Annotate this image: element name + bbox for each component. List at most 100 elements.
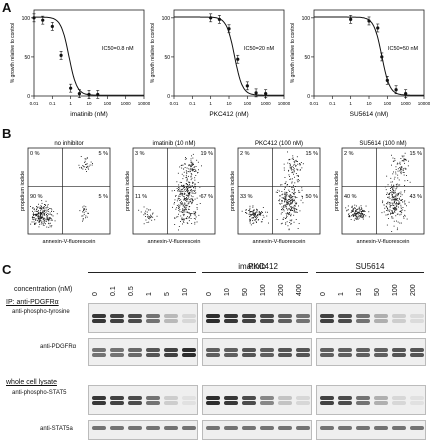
x-tick-label: 1000 <box>261 101 272 106</box>
blot-band <box>242 319 256 323</box>
blot-band <box>164 396 178 400</box>
blot-band <box>278 319 292 323</box>
data-point <box>41 18 45 22</box>
flow-y-axis-label: propidium iodide <box>125 171 131 211</box>
blot-band <box>128 396 142 400</box>
blot-band <box>182 426 196 430</box>
blot-band <box>296 426 310 430</box>
blot-band <box>110 396 124 400</box>
concentration-value: 200 <box>410 284 417 296</box>
concentration-value: 0 <box>206 292 213 296</box>
blot-band <box>392 396 406 400</box>
x-tick-label: 100 <box>384 101 392 106</box>
data-point <box>69 86 73 90</box>
concentration-value: 10 <box>356 288 363 296</box>
blot-strip <box>202 385 312 415</box>
flow-x-axis-label: annexin-V-fluorescein <box>148 239 201 245</box>
blot-band <box>296 319 310 323</box>
drug-divider-pkc412 <box>202 272 308 273</box>
blot-band <box>296 353 310 357</box>
blot-band <box>260 396 274 400</box>
blot-band <box>92 426 106 430</box>
blot-band <box>242 353 256 357</box>
drug-label-imatinib: imatinib <box>238 262 266 271</box>
blot-band <box>206 353 220 357</box>
blot-band <box>146 396 160 400</box>
blot-band <box>110 426 124 430</box>
blot-strip <box>202 303 312 333</box>
y-tick-label: 100 <box>162 16 171 22</box>
flow-y-axis-label: propidium iodide <box>20 171 26 211</box>
blot-band <box>146 401 160 405</box>
data-point <box>245 84 249 88</box>
blot-band <box>374 426 388 430</box>
blot-band <box>296 396 310 400</box>
blot-band <box>128 348 142 352</box>
blot-band <box>296 314 310 318</box>
x-tick-label: 100 <box>104 101 112 106</box>
blot-band <box>356 348 370 352</box>
blot-strip <box>88 303 198 333</box>
ip-label: IP: anti-PDGFRα <box>6 299 59 306</box>
blot-band <box>338 348 352 352</box>
blot-band <box>260 401 274 405</box>
blot-band <box>374 401 388 405</box>
flow-plot-title: no inhibitor <box>54 141 83 147</box>
x-axis-label: imatinib (nM) <box>70 111 108 118</box>
blot-band <box>182 348 196 352</box>
blot-band <box>242 426 256 430</box>
row-label-phospho-stat5: anti-phospho-STAT5 <box>12 390 67 396</box>
blot-band <box>182 401 196 405</box>
blot-strip <box>88 385 198 415</box>
data-point <box>367 19 371 23</box>
blot-band <box>92 348 106 352</box>
quadrant-lr-percent: 43 % <box>409 194 422 200</box>
fit-curve <box>33 16 144 96</box>
blot-band <box>206 314 220 318</box>
y-tick-label: 0 <box>307 94 310 100</box>
x-tick-label: 10 <box>226 101 232 106</box>
quadrant-ll-percent: 90 % <box>30 194 43 200</box>
blot-band <box>320 426 334 430</box>
row-label-pdgfra: anti-PDGFRα <box>40 344 77 350</box>
data-point <box>254 91 258 95</box>
x-tick-label: 10000 <box>278 101 290 106</box>
blot-band <box>182 396 196 400</box>
blot-strip <box>316 303 426 333</box>
data-point <box>349 17 353 21</box>
blot-band <box>110 348 124 352</box>
blot-band <box>242 348 256 352</box>
blot-band <box>206 426 220 430</box>
drug-divider-su5614 <box>316 272 424 273</box>
data-point <box>59 53 63 57</box>
blot-band <box>320 314 334 318</box>
quadrant-ur-percent: 15 % <box>409 151 422 157</box>
panel-letter-a: A <box>2 0 12 15</box>
panel-letter-c: C <box>2 262 12 277</box>
blot-band <box>356 353 370 357</box>
quadrant-ul-percent: 0 % <box>30 151 40 157</box>
blot-band <box>260 314 274 318</box>
blot-band <box>392 426 406 430</box>
x-axis-label: PKC412 (nM) <box>209 111 248 118</box>
concentration-value: 0.1 <box>110 286 117 296</box>
blot-band <box>146 426 160 430</box>
blot-strip <box>88 420 198 440</box>
flow-dots <box>345 152 411 232</box>
data-point <box>32 16 36 20</box>
blot-band <box>356 396 370 400</box>
flow-plot-su5614: SU5614 (100 nM) 2 % 15 % 40 % 43 % annexin-V-… <box>334 141 425 245</box>
blot-band <box>410 401 424 405</box>
blot-band <box>224 353 238 357</box>
concentration-value: 100 <box>392 284 399 296</box>
concentration-value: 50 <box>242 288 249 296</box>
drug-label-su5614: SU5614 <box>355 262 385 271</box>
blot-strip <box>202 338 312 366</box>
concentration-value: 0 <box>92 292 99 296</box>
concentration-value: 0.5 <box>128 286 135 296</box>
panel-letter-b: B <box>2 126 12 141</box>
blot-band <box>92 319 106 323</box>
x-tick-label: 1 <box>349 101 352 106</box>
y-tick-label: 100 <box>22 16 31 22</box>
blot-band <box>320 353 334 357</box>
